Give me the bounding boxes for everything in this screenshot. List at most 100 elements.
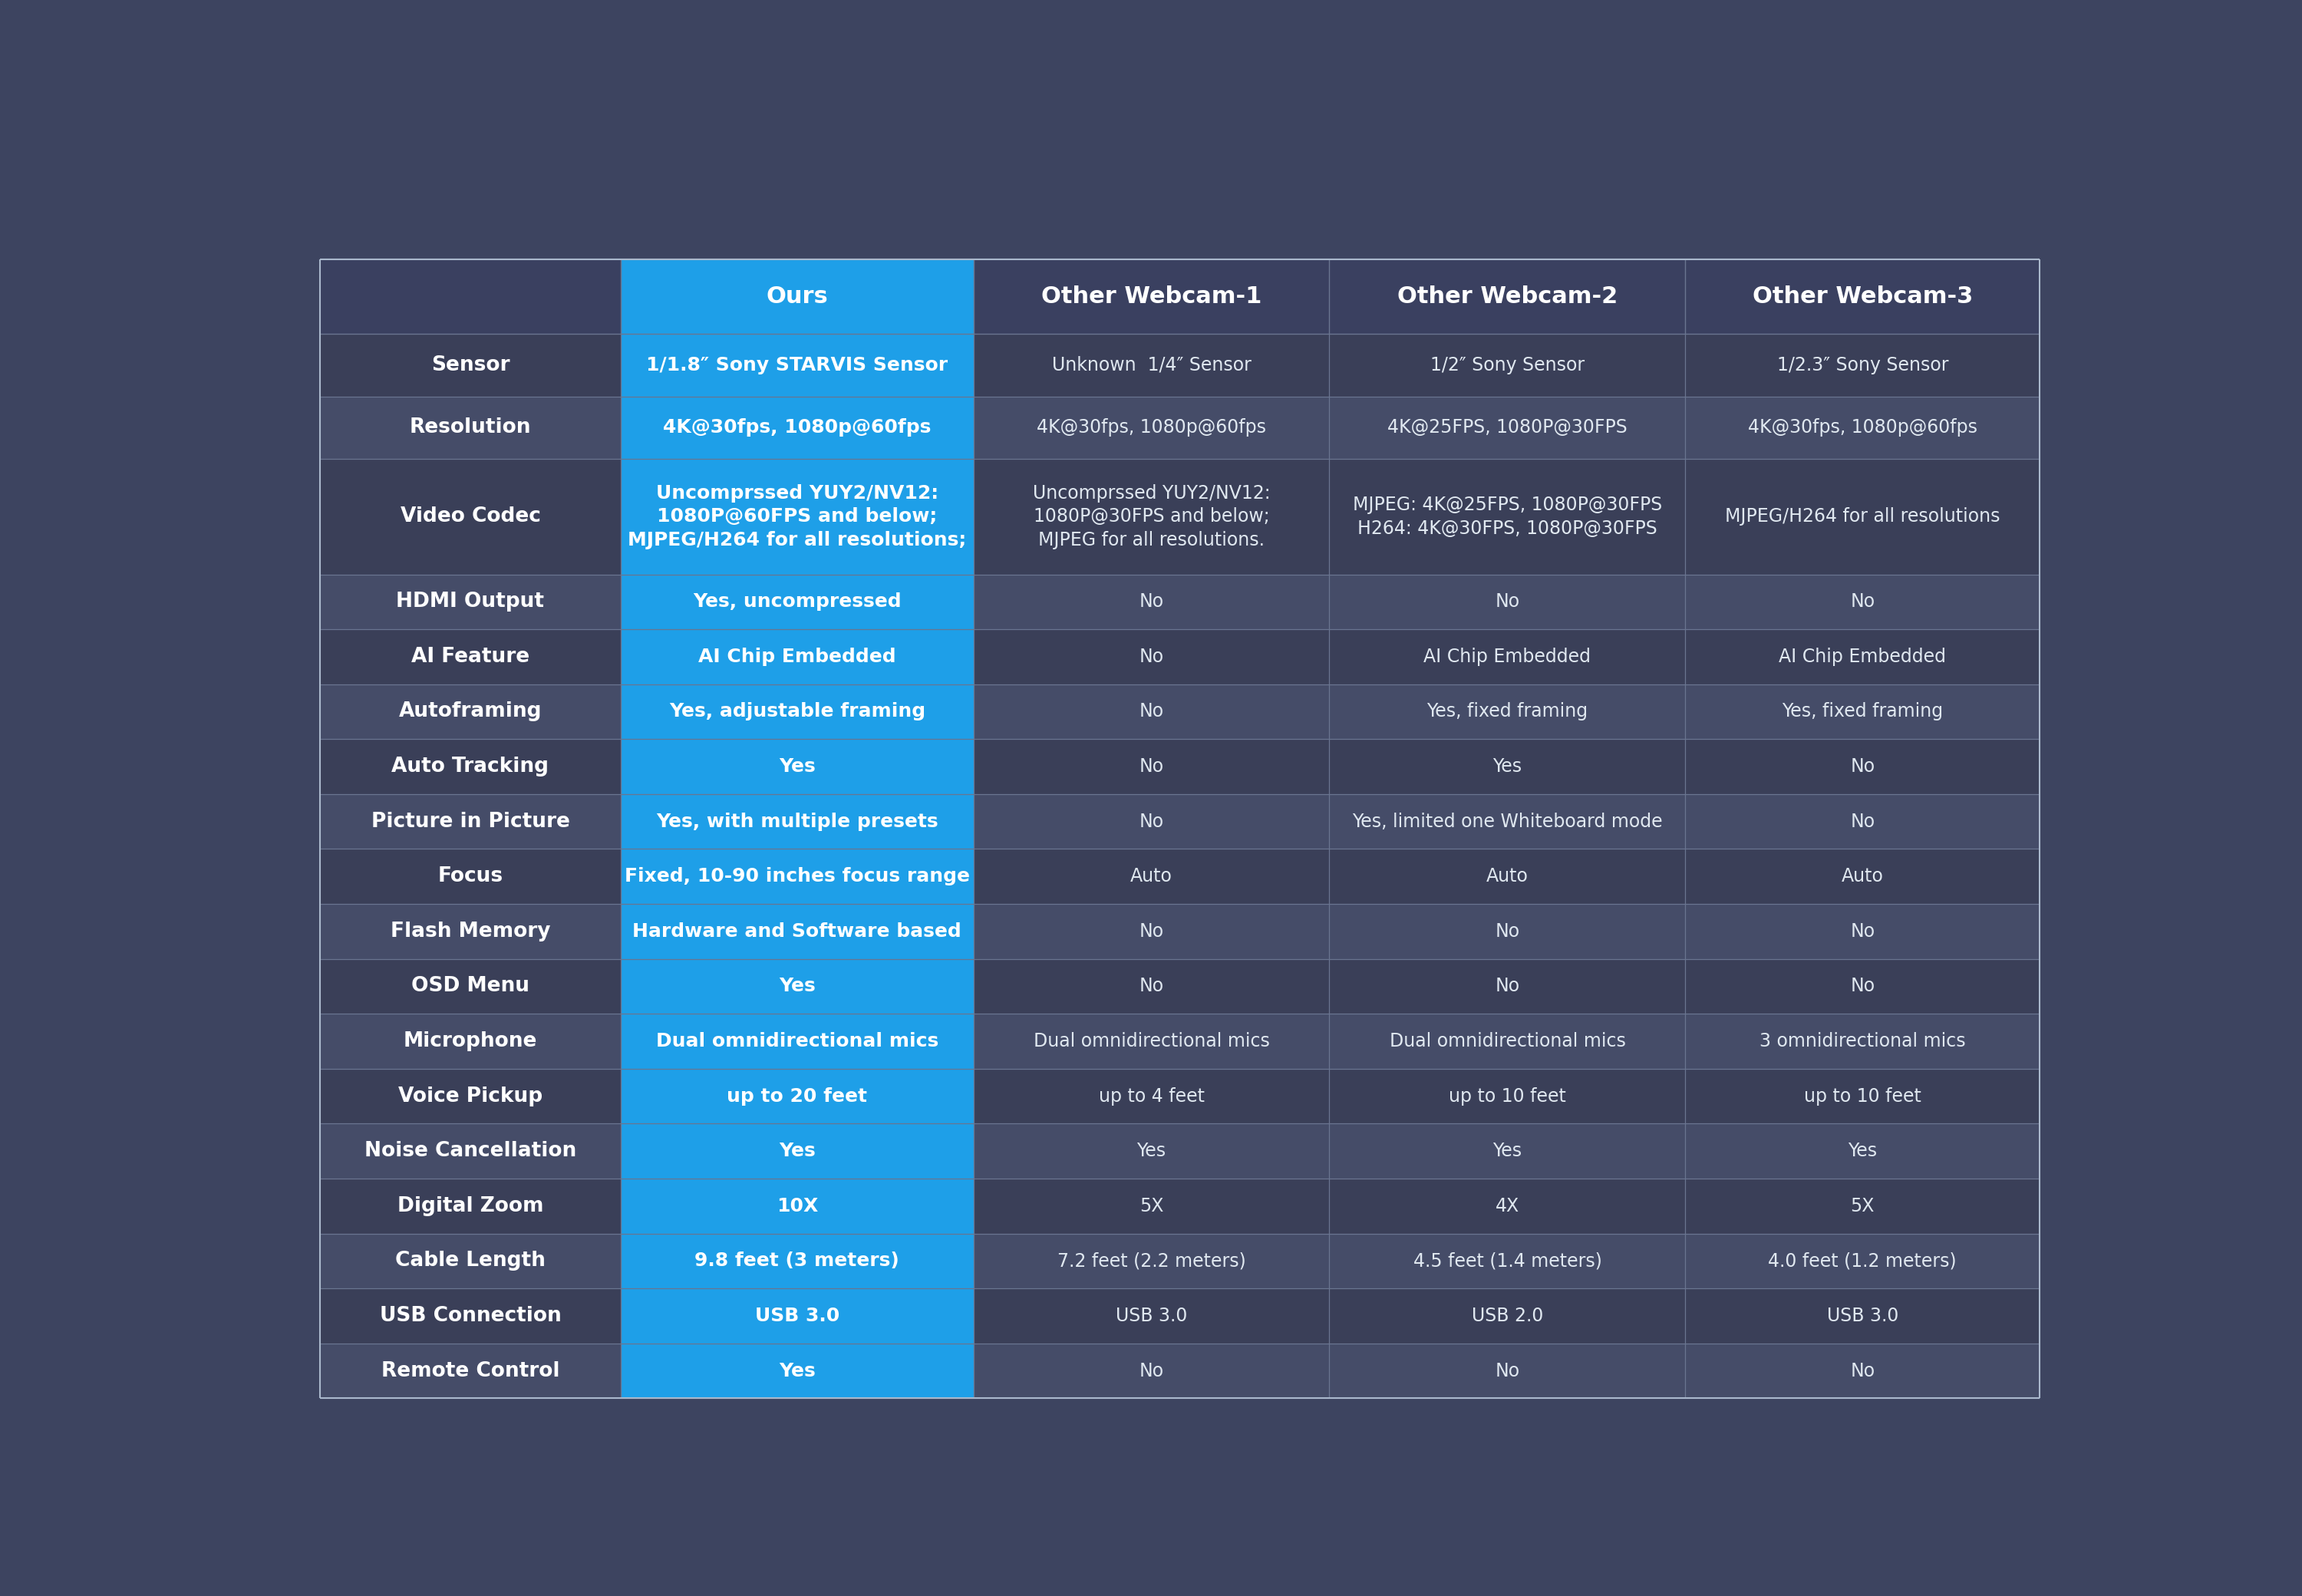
Text: Noise Cancellation: Noise Cancellation (364, 1141, 576, 1162)
Bar (320, 1288, 622, 1344)
Text: No: No (1494, 1361, 1519, 1381)
Bar (622, 259, 974, 334)
Bar (1328, 1344, 1685, 1398)
Bar (1328, 334, 1685, 396)
Bar (974, 460, 1328, 575)
Text: Uncomprssed YUY2/NV12:
1080P@30FPS and below;
MJPEG for all resolutions.: Uncomprssed YUY2/NV12: 1080P@30FPS and b… (1034, 484, 1271, 549)
Text: Ours: Ours (767, 286, 829, 308)
Text: 9.8 feet (3 meters): 9.8 feet (3 meters) (695, 1251, 900, 1270)
Bar (1328, 959, 1685, 1013)
Bar (1328, 739, 1685, 795)
Bar (622, 460, 974, 575)
Bar (1685, 629, 2040, 685)
Bar (1685, 1069, 2040, 1124)
Bar (622, 629, 974, 685)
Bar (1685, 849, 2040, 903)
Text: Auto: Auto (1487, 867, 1529, 886)
Bar (974, 1069, 1328, 1124)
Bar (622, 334, 974, 396)
Text: 4K@25FPS, 1080P@30FPS: 4K@25FPS, 1080P@30FPS (1388, 418, 1628, 437)
Text: Yes: Yes (1492, 1141, 1522, 1160)
Text: No: No (1494, 592, 1519, 611)
Bar (974, 1178, 1328, 1234)
Bar (974, 396, 1328, 460)
Bar (622, 685, 974, 739)
Text: Dual omnidirectional mics: Dual omnidirectional mics (1390, 1033, 1625, 1050)
Text: Dual omnidirectional mics: Dual omnidirectional mics (656, 1033, 939, 1050)
Text: AI Chip Embedded: AI Chip Embedded (1423, 648, 1591, 666)
Bar (622, 739, 974, 795)
Bar (974, 629, 1328, 685)
Bar (622, 849, 974, 903)
Text: up to 10 feet: up to 10 feet (1448, 1087, 1565, 1106)
Text: 3 omnidirectional mics: 3 omnidirectional mics (1759, 1033, 1966, 1050)
Bar (1328, 1069, 1685, 1124)
Text: No: No (1139, 977, 1165, 996)
Bar (622, 795, 974, 849)
Bar (622, 1013, 974, 1069)
Text: Yes, adjustable framing: Yes, adjustable framing (670, 702, 925, 721)
Bar (974, 685, 1328, 739)
Bar (974, 1124, 1328, 1178)
Bar (1328, 795, 1685, 849)
Bar (974, 849, 1328, 903)
Text: Other Webcam-1: Other Webcam-1 (1041, 286, 1261, 308)
Bar (1685, 1178, 2040, 1234)
Text: No: No (1851, 812, 1874, 832)
Text: Unknown  1/4″ Sensor: Unknown 1/4″ Sensor (1052, 356, 1250, 375)
Text: up to 10 feet: up to 10 feet (1805, 1087, 1922, 1106)
Text: Picture in Picture: Picture in Picture (371, 811, 569, 832)
Text: No: No (1139, 812, 1165, 832)
Text: Uncomprssed YUY2/NV12:
1080P@60FPS and below;
MJPEG/H264 for all resolutions;: Uncomprssed YUY2/NV12: 1080P@60FPS and b… (628, 484, 967, 549)
Text: Cable Length: Cable Length (396, 1251, 546, 1270)
Text: Flash Memory: Flash Memory (391, 921, 550, 942)
Text: 4K@30fps, 1080p@60fps: 4K@30fps, 1080p@60fps (663, 418, 930, 437)
Text: USB 3.0: USB 3.0 (755, 1307, 840, 1325)
Text: 10X: 10X (776, 1197, 817, 1215)
Text: No: No (1139, 592, 1165, 611)
Bar (320, 334, 622, 396)
Text: Sensor: Sensor (430, 356, 509, 375)
Text: AI Chip Embedded: AI Chip Embedded (698, 648, 895, 666)
Bar (974, 1234, 1328, 1288)
Bar (1685, 1124, 2040, 1178)
Text: Microphone: Microphone (403, 1031, 536, 1052)
Bar (1328, 1124, 1685, 1178)
Bar (622, 396, 974, 460)
Bar (1685, 334, 2040, 396)
Text: MJPEG: 4K@25FPS, 1080P@30FPS
H264: 4K@30FPS, 1080P@30FPS: MJPEG: 4K@25FPS, 1080P@30FPS H264: 4K@30… (1354, 496, 1662, 538)
Bar (320, 739, 622, 795)
Bar (320, 1013, 622, 1069)
Text: Auto: Auto (1842, 867, 1883, 886)
Bar (1685, 739, 2040, 795)
Bar (1328, 849, 1685, 903)
Text: up to 20 feet: up to 20 feet (727, 1087, 868, 1106)
Text: Other Webcam-2: Other Webcam-2 (1397, 286, 1618, 308)
Bar (622, 1069, 974, 1124)
Text: Other Webcam-3: Other Webcam-3 (1752, 286, 1973, 308)
Bar (974, 959, 1328, 1013)
Bar (320, 1234, 622, 1288)
Text: 4.5 feet (1.4 meters): 4.5 feet (1.4 meters) (1413, 1251, 1602, 1270)
Bar (1685, 903, 2040, 959)
Text: Yes, uncompressed: Yes, uncompressed (693, 592, 902, 611)
Text: Yes, with multiple presets: Yes, with multiple presets (656, 812, 939, 832)
Bar (974, 903, 1328, 959)
Bar (1328, 1178, 1685, 1234)
Bar (320, 959, 622, 1013)
Bar (622, 959, 974, 1013)
Text: MJPEG/H264 for all resolutions: MJPEG/H264 for all resolutions (1724, 508, 2000, 525)
Bar (320, 460, 622, 575)
Text: USB Connection: USB Connection (380, 1306, 562, 1326)
Text: 4K@30fps, 1080p@60fps: 4K@30fps, 1080p@60fps (1747, 418, 1977, 437)
Text: 5X: 5X (1139, 1197, 1163, 1215)
Bar (974, 334, 1328, 396)
Text: 1/2.3″ Sony Sensor: 1/2.3″ Sony Sensor (1777, 356, 1947, 375)
Text: No: No (1139, 1361, 1165, 1381)
Text: No: No (1851, 977, 1874, 996)
Bar (974, 1013, 1328, 1069)
Text: Fixed, 10-90 inches focus range: Fixed, 10-90 inches focus range (624, 867, 969, 886)
Bar (320, 685, 622, 739)
Bar (1685, 575, 2040, 629)
Text: USB 3.0: USB 3.0 (1116, 1307, 1188, 1325)
